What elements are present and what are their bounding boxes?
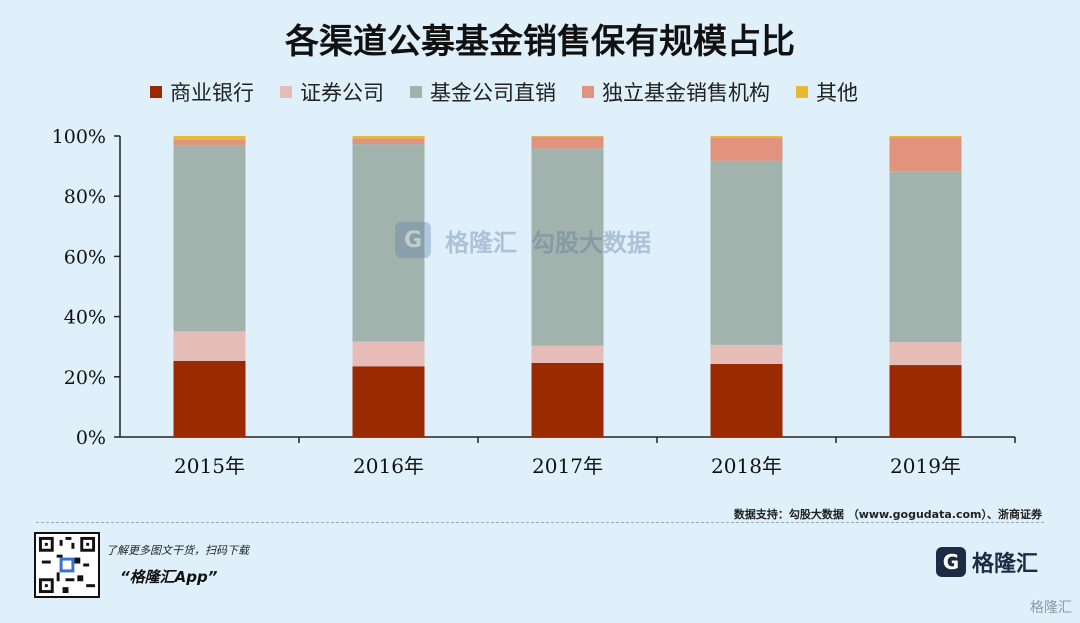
legend-swatch [150,86,162,98]
y-tick-label: 60% [64,246,106,268]
x-tick-label: 2016年 [353,454,424,478]
x-tick-label: 2017年 [532,454,603,478]
legend-item-direct: 基金公司直销 [410,77,556,107]
bar-segment [531,136,604,149]
legend-label: 基金公司直销 [430,81,556,105]
bar-segment [710,363,783,437]
bar-segment [889,171,962,343]
bar-segment [710,136,783,138]
bar-segment [173,136,246,140]
legend-item-independent: 独立基金销售机构 [582,77,770,107]
bar-segment [173,139,246,146]
brand-name: 格隆汇 [971,552,1038,577]
bar-segment [352,144,425,342]
legend-swatch [796,86,808,98]
legend-label: 其他 [816,81,858,105]
bar-segment [889,136,962,138]
promo-line: 了解更多图文干货，扫码下载 [106,544,249,557]
watermark-logo-icon: G [395,222,431,258]
footer-divider [36,522,1044,523]
bar-segment [889,365,962,437]
bar-segment [352,366,425,437]
watermark: G 格隆汇 勾股大数据 [395,222,651,258]
y-tick-label: 40% [64,307,106,329]
legend-swatch [410,86,422,98]
bar-segment [531,148,604,346]
stacked-bar-chart: 0% 20% 40% 60% 80% 100% 2015年 2016年 2017年 2018年 20… [52,126,1016,478]
bar-segment [352,138,425,145]
bar-segment [710,160,783,345]
legend-item-other: 其他 [796,77,858,107]
bar-segment [889,137,962,172]
data-source: 数据支持：勾股大数据 （www.gogudata.com）、浙商证券 [733,508,1042,521]
chart-title: 各渠道公募基金销售保有规模占比 [285,22,795,62]
bar-segment [710,344,783,364]
legend-label: 商业银行 [170,81,254,105]
legend-item-securities: 证券公司 [280,77,384,107]
corner-watermark: 格隆汇 [1030,600,1072,616]
y-tick-label: 0% [76,427,106,449]
bar-segment [173,145,246,332]
brand-logo-icon: G [935,547,966,577]
legend-label: 证券公司 [300,81,384,105]
watermark-brand: 格隆汇 [445,228,517,257]
bar-segment [710,137,783,161]
legend-swatch [280,86,292,98]
qr-code-icon [34,532,100,598]
brand-logo: G 格隆汇 [935,546,1038,578]
bar-segment [531,345,604,363]
watermark-partner: 勾股大数据 [531,228,651,257]
bar-segment [352,341,425,367]
chart-legend: 商业银行 证券公司 基金公司直销 独立基金销售机构 其他 [150,78,858,106]
bar-segment [173,360,246,437]
x-tick-label: 2018年 [711,454,782,478]
legend-item-bank: 商业银行 [150,77,254,107]
y-tick-label: 20% [64,367,106,389]
x-tick-label: 2015年 [174,454,245,478]
bar-segment [352,136,425,139]
y-tick-label: 100% [52,126,106,148]
bar-segment [173,331,246,361]
x-tick-label: 2019年 [890,454,961,478]
legend-label: 独立基金销售机构 [602,81,770,105]
y-tick-label: 80% [64,186,106,208]
legend-swatch [582,86,594,98]
bar-segment [531,362,604,437]
bar-segment [531,136,604,137]
bar-segment [889,342,962,366]
promo-app-name: “格隆汇App” [120,568,218,586]
